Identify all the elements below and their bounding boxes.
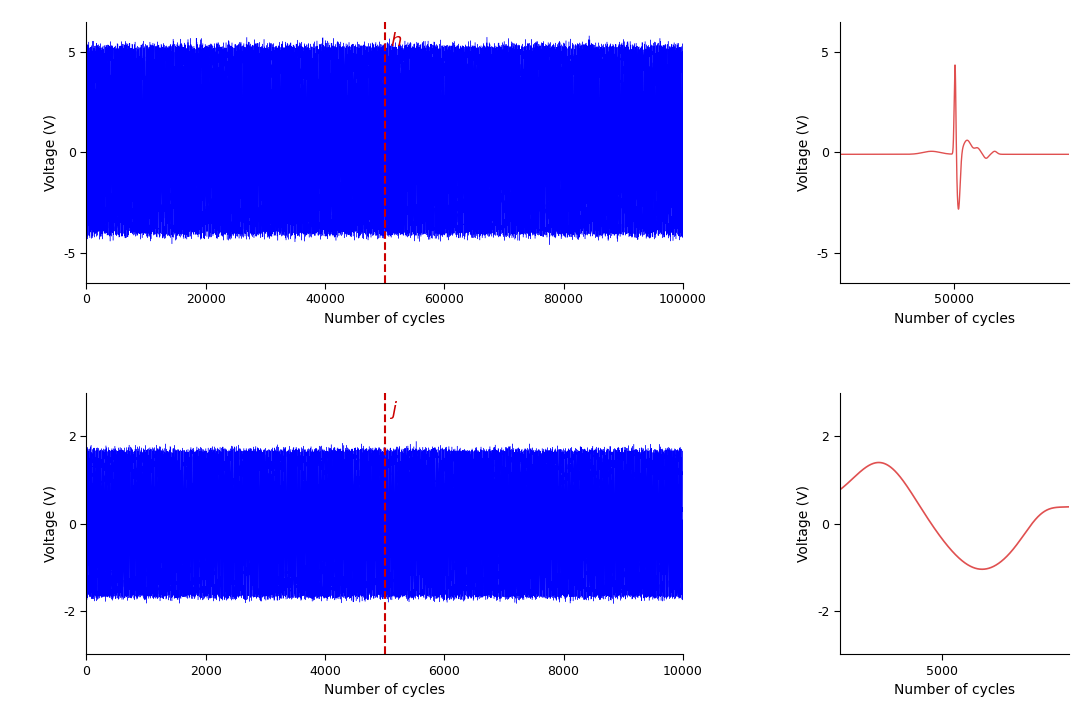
Text: j: j [391, 400, 395, 418]
Y-axis label: Voltage (V): Voltage (V) [44, 114, 58, 191]
X-axis label: Number of cycles: Number of cycles [324, 683, 445, 697]
Text: h: h [391, 32, 402, 50]
Y-axis label: Voltage (V): Voltage (V) [797, 114, 811, 191]
X-axis label: Number of cycles: Number of cycles [894, 312, 1015, 326]
Y-axis label: Voltage (V): Voltage (V) [797, 485, 811, 562]
Y-axis label: Voltage (V): Voltage (V) [44, 485, 58, 562]
X-axis label: Number of cycles: Number of cycles [894, 683, 1015, 697]
X-axis label: Number of cycles: Number of cycles [324, 312, 445, 326]
